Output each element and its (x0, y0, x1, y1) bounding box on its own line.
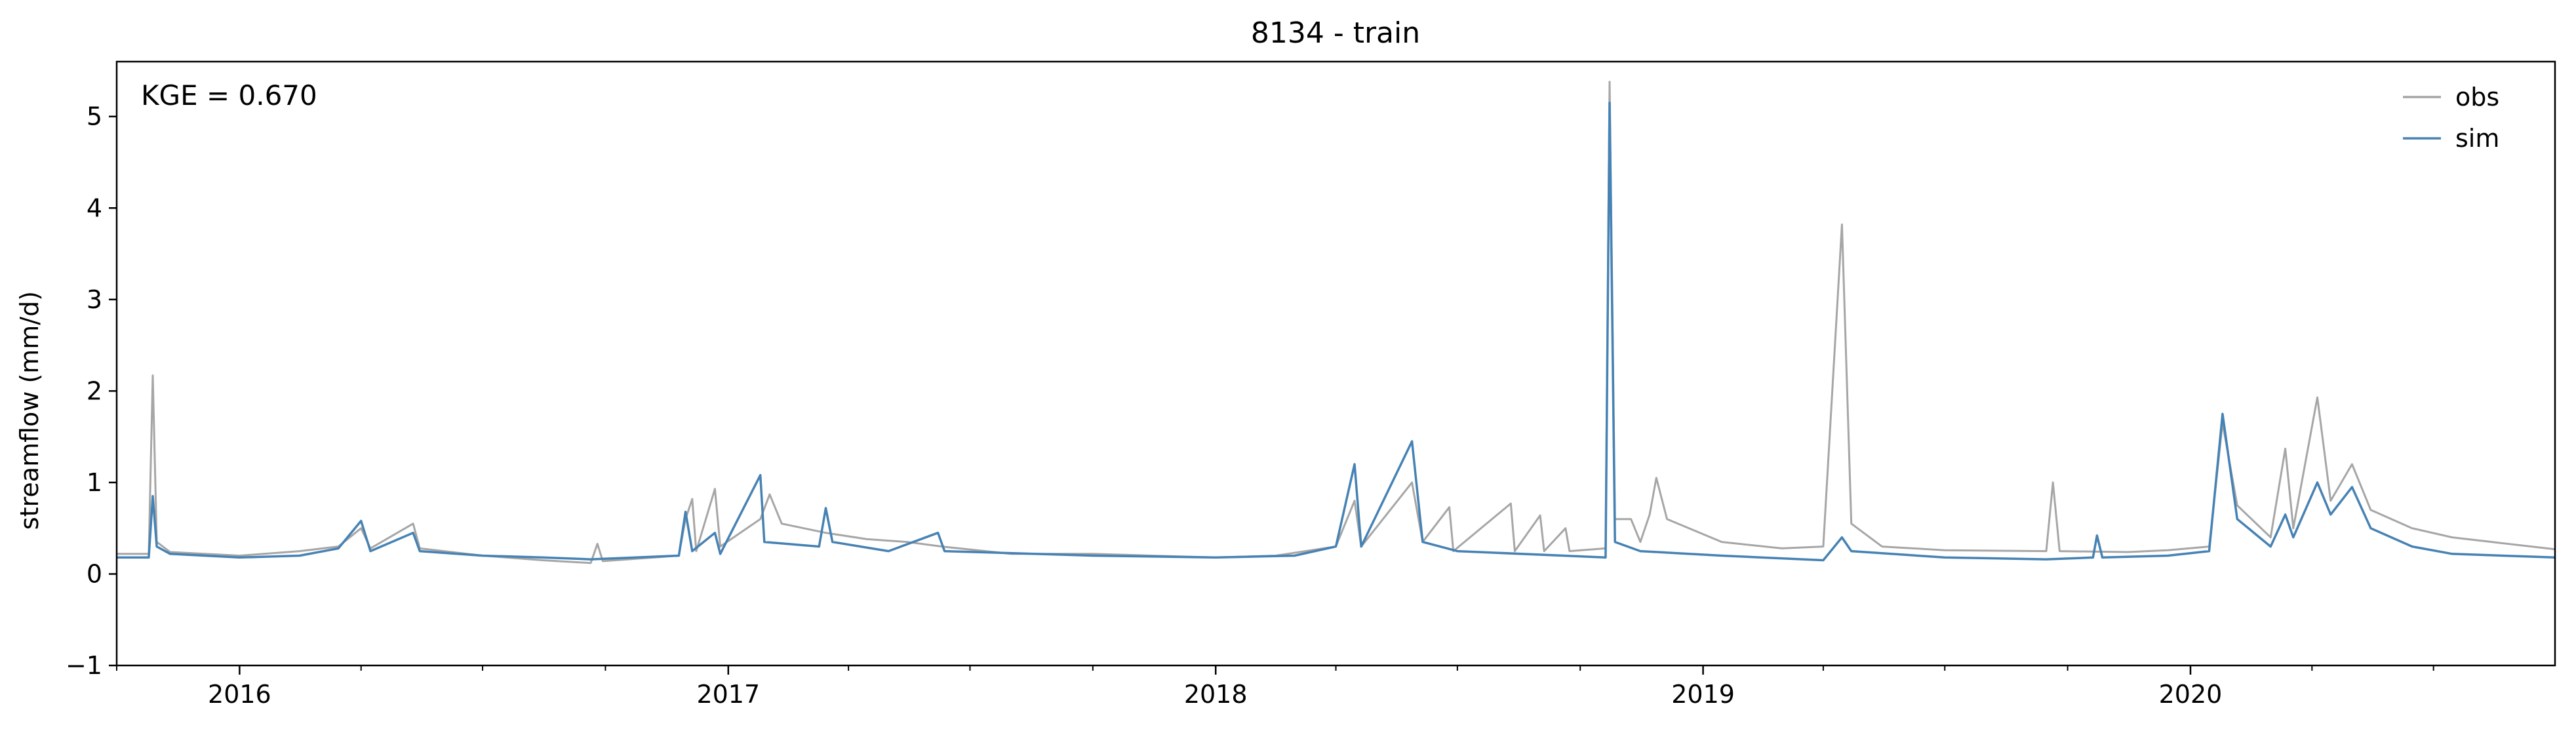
plot-frame (115, 60, 2556, 667)
chart-legend: obs sim (2403, 83, 2499, 153)
y-tick-label: 1 (87, 468, 102, 497)
plot-area (115, 60, 2556, 667)
x-tick-label: 2020 (2159, 680, 2223, 709)
y-tick-label: 4 (87, 193, 102, 222)
x-tick-label: 2016 (208, 680, 271, 709)
series-line-obs (117, 81, 2556, 565)
legend-label-sim: sim (2455, 124, 2499, 153)
y-tick-label: 0 (87, 559, 102, 588)
y-tick-label: 2 (87, 376, 102, 405)
y-tick-label: −1 (66, 651, 102, 680)
kge-annotation: KGE = 0.670 (141, 79, 317, 111)
x-tick-label: 2017 (696, 680, 760, 709)
x-tick-label: 2019 (1671, 680, 1735, 709)
y-axis-label: streamflow (mm/d) (15, 291, 44, 530)
series-layer (117, 81, 2556, 565)
y-axis-ticks: −1 0 1 2 3 4 5 (66, 102, 117, 680)
chart-title: 8134 - train (1251, 16, 1420, 50)
y-tick-label: 3 (87, 285, 102, 314)
legend-label-obs: obs (2455, 83, 2499, 111)
x-tick-label: 2018 (1184, 680, 1248, 709)
series-line-sim (117, 102, 2556, 562)
y-tick-label: 5 (87, 102, 102, 131)
x-axis-ticks: 2016 2017 2018 2019 2020 (116, 665, 2434, 709)
